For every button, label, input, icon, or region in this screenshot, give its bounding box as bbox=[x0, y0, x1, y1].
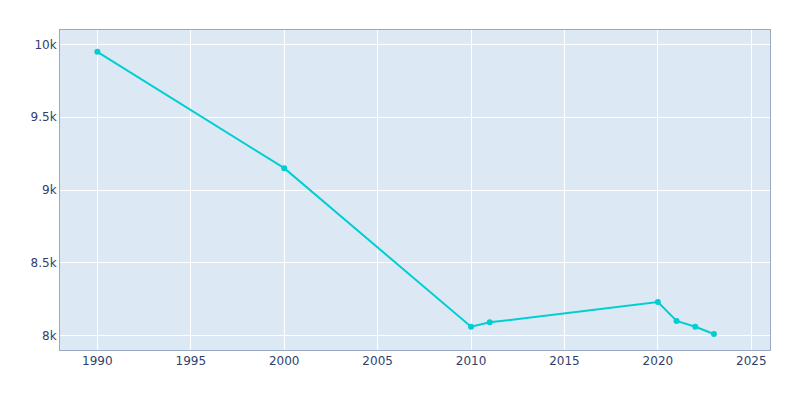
svg-text:2000: 2000 bbox=[269, 354, 300, 368]
svg-text:2020: 2020 bbox=[643, 354, 674, 368]
svg-text:1995: 1995 bbox=[176, 354, 207, 368]
svg-text:2025: 2025 bbox=[736, 354, 767, 368]
svg-text:10k: 10k bbox=[34, 38, 56, 52]
svg-text:9.5k: 9.5k bbox=[31, 110, 57, 124]
svg-text:1990: 1990 bbox=[82, 354, 113, 368]
svg-text:9k: 9k bbox=[42, 183, 57, 197]
svg-text:8k: 8k bbox=[42, 329, 57, 343]
svg-text:2010: 2010 bbox=[456, 354, 487, 368]
svg-text:2005: 2005 bbox=[362, 354, 393, 368]
svg-text:2015: 2015 bbox=[549, 354, 580, 368]
svg-text:8.5k: 8.5k bbox=[31, 256, 57, 270]
